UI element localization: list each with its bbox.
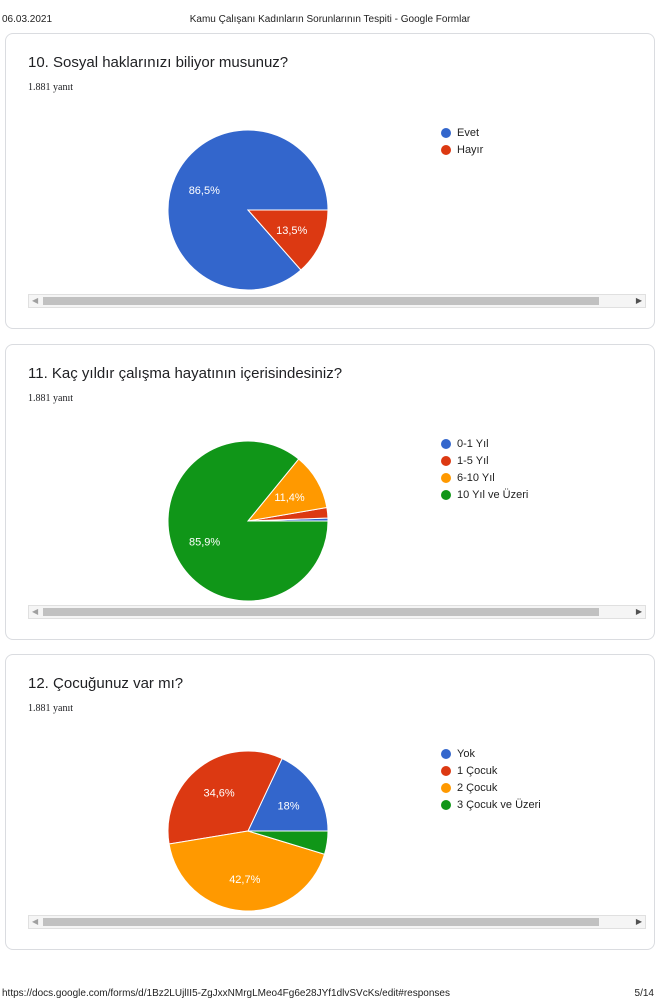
legend-swatch	[441, 127, 451, 138]
question-title: 12. Çocuğunuz var mı?	[28, 675, 184, 692]
pie-chart: 11,4% 85,9%	[167, 440, 329, 602]
legend-swatch	[441, 455, 451, 466]
question-card-10: 10. Sosyal haklarınızı biliyor musunuz? …	[5, 33, 655, 329]
response-count: 1.881 yanıt	[28, 393, 73, 404]
legend-label: 3 Çocuk ve Üzeri	[457, 798, 541, 811]
legend-item-hay-r: Hayır	[441, 141, 483, 158]
scroll-thumb[interactable]	[43, 608, 599, 616]
legend-item-10-y-l-ve-zeri: 10 Yıl ve Üzeri	[441, 486, 528, 503]
pie-chart: 18% 34,6% 42,7%	[167, 750, 329, 912]
pie-slice-10-y-l-ve-zeri	[167, 440, 329, 602]
pie-slice-3-ocuk-ve-zeri	[247, 830, 329, 855]
legend-item-6-10-y-l: 6-10 Yıl	[441, 469, 528, 486]
pie-slice-1-ocuk	[167, 750, 283, 845]
scroll-thumb[interactable]	[43, 297, 599, 305]
legend-item-yok: Yok	[441, 745, 541, 762]
scroll-left-icon[interactable]: ◀	[32, 296, 39, 305]
legend-swatch	[441, 472, 451, 483]
pie-data-label: 85,9%	[189, 537, 220, 549]
legend-item-3-ocuk-ve-zeri: 3 Çocuk ve Üzeri	[441, 796, 541, 813]
scroll-left-icon[interactable]: ◀	[32, 607, 39, 616]
pie-slice-yok	[247, 757, 329, 832]
response-count: 1.881 yanıt	[28, 82, 73, 93]
legend-label: 1 Çocuk	[457, 764, 498, 777]
legend-label: Evet	[457, 126, 480, 139]
scroll-right-icon[interactable]: ▶	[635, 296, 642, 305]
chart-legend: 0-1 Yıl 1-5 Yıl 6-10 Yıl 10 Yıl ve Üzeri	[441, 435, 528, 503]
legend-swatch	[441, 799, 451, 810]
horizontal-scrollbar[interactable]: ◀ ▶	[28, 605, 646, 619]
pie-slice-2-ocuk	[168, 830, 326, 912]
scroll-right-icon[interactable]: ▶	[635, 607, 642, 616]
legend-swatch	[441, 765, 451, 776]
pie-chart: 86,5% 13,5%	[167, 129, 329, 291]
chart-legend: Evet Hayır	[441, 124, 483, 158]
question-card-12: 12. Çocuğunuz var mı? 1.881 yanıt 18% 34,…	[5, 654, 655, 950]
scroll-left-icon[interactable]: ◀	[32, 917, 39, 926]
page-number: 5/14	[634, 988, 654, 999]
pie-data-label: 11,4%	[274, 492, 305, 504]
legend-item-0-1-y-l: 0-1 Yıl	[441, 435, 528, 452]
scroll-right-icon[interactable]: ▶	[635, 917, 642, 926]
legend-swatch	[441, 748, 451, 759]
response-count: 1.881 yanıt	[28, 703, 73, 714]
legend-label: 0-1 Yıl	[457, 437, 489, 450]
legend-item-2-ocuk: 2 Çocuk	[441, 779, 541, 796]
legend-label: 2 Çocuk	[457, 781, 498, 794]
pie-data-label: 86,5%	[189, 185, 220, 197]
legend-swatch	[441, 782, 451, 793]
legend-item-1-ocuk: 1 Çocuk	[441, 762, 541, 779]
horizontal-scrollbar[interactable]: ◀ ▶	[28, 915, 646, 929]
scroll-thumb[interactable]	[43, 918, 599, 926]
pie-data-label: 34,6%	[203, 788, 234, 800]
legend-item-evet: Evet	[441, 124, 483, 141]
legend-swatch	[441, 144, 451, 155]
question-card-11: 11. Kaç yıldır çalışma hayatının içerisi…	[5, 344, 655, 640]
legend-label: Hayır	[457, 143, 484, 156]
question-title: 11. Kaç yıldır çalışma hayatının içerisi…	[28, 365, 343, 382]
print-title: Kamu Çalışanı Kadınların Sorunlarının Te…	[189, 14, 471, 25]
question-title: 10. Sosyal haklarınızı biliyor musunuz?	[28, 54, 289, 71]
pie-data-label: 13,5%	[276, 225, 307, 237]
pie-data-label: 42,7%	[229, 874, 260, 886]
print-url: https://docs.google.com/forms/d/1Bz2LUjl…	[2, 988, 450, 999]
legend-label: 10 Yıl ve Üzeri	[457, 488, 529, 501]
legend-swatch	[441, 489, 451, 500]
print-footer: https://docs.google.com/forms/d/1Bz2LUjl…	[0, 988, 660, 1002]
legend-swatch	[441, 438, 451, 449]
horizontal-scrollbar[interactable]: ◀ ▶	[28, 294, 646, 308]
print-header: 06.03.2021 Kamu Çalışanı Kadınların Soru…	[0, 14, 660, 28]
legend-label: Yok	[457, 747, 475, 760]
pie-slice-hay-r	[246, 209, 329, 271]
chart-legend: Yok 1 Çocuk 2 Çocuk 3 Çocuk ve Üzeri	[441, 745, 541, 813]
print-date: 06.03.2021	[2, 14, 53, 25]
legend-label: 1-5 Yıl	[457, 454, 489, 467]
legend-label: 6-10 Yıl	[457, 471, 495, 484]
pie-data-label: 18%	[277, 800, 299, 812]
legend-item-1-5-y-l: 1-5 Yıl	[441, 452, 528, 469]
